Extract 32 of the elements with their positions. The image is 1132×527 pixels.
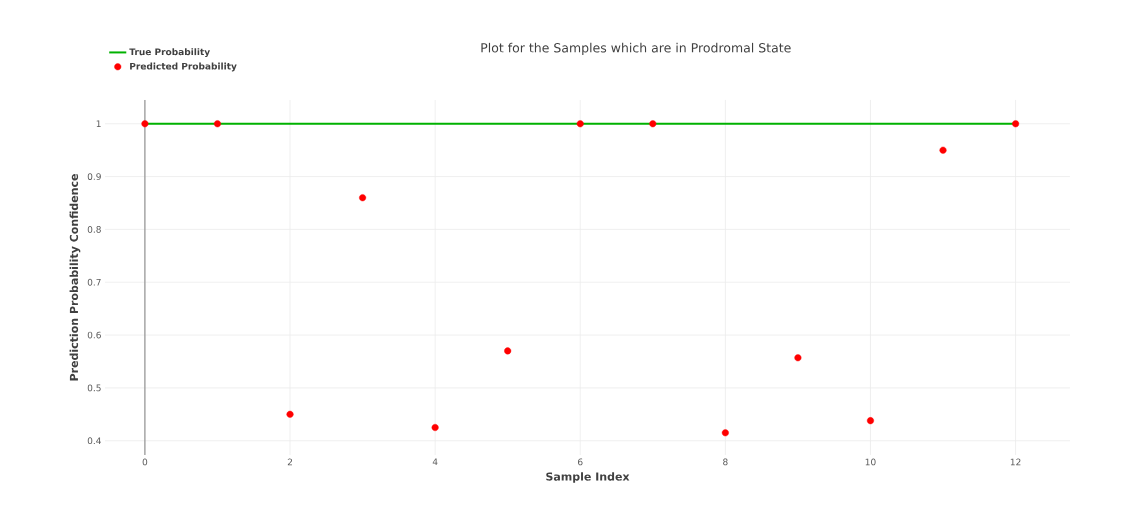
point xyxy=(286,410,294,418)
x-tick-label: 6 xyxy=(578,458,583,466)
y-axis-title: Prediction Probability Confidence xyxy=(69,174,81,381)
y-tick-label: 0.8 xyxy=(87,226,101,233)
x-tick-label: 8 xyxy=(723,458,728,466)
point xyxy=(359,194,367,202)
point xyxy=(504,347,512,355)
x-tick-label: 2 xyxy=(287,458,292,466)
y-tick-label: 0.7 xyxy=(87,278,101,286)
chart-title: Plot for the Samples which are in Prodromal State xyxy=(481,42,791,55)
y-tick-label: 0.9 xyxy=(87,173,101,180)
point xyxy=(794,354,802,362)
legend-label: True Probability xyxy=(129,48,210,58)
x-tick-label: 10 xyxy=(865,458,876,466)
y-tick-label: 0.6 xyxy=(87,331,101,339)
x-axis-title: Sample Index xyxy=(546,472,630,483)
point xyxy=(576,120,584,128)
y-tick-label: 0.4 xyxy=(87,437,101,445)
point xyxy=(1012,120,1020,128)
point xyxy=(649,120,657,128)
legend-label: Predicted Probability xyxy=(130,62,237,72)
y-tick-label: 0.5 xyxy=(87,384,101,392)
point xyxy=(721,429,729,437)
point xyxy=(141,120,149,128)
x-tick-label: 12 xyxy=(1010,458,1021,466)
point xyxy=(431,424,439,432)
x-tick-label: 4 xyxy=(432,458,438,466)
point xyxy=(213,120,221,128)
x-tick-label: 0 xyxy=(142,458,148,466)
point xyxy=(866,417,874,425)
y-tick-label: 1 xyxy=(96,120,101,128)
point xyxy=(939,146,947,154)
